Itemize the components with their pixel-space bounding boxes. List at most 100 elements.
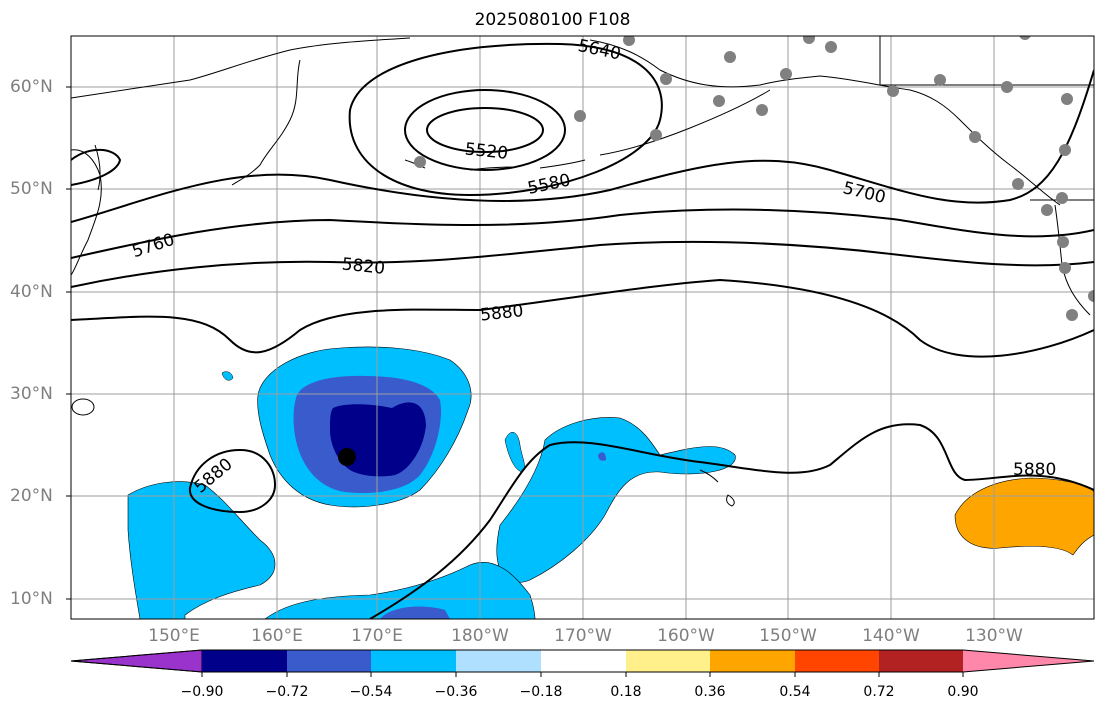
border-canada-alaska (879, 36, 1094, 86)
station-marker (1019, 36, 1031, 40)
coastline-north-america (1054, 204, 1091, 316)
map-frame (70, 35, 1095, 620)
contour-label-5520: 5520 (464, 139, 509, 163)
colorbar (70, 649, 1095, 677)
colorbar-bin (202, 650, 287, 672)
station-marker (414, 156, 426, 168)
height-contours (71, 42, 1094, 619)
anomaly-speck-central (504, 432, 525, 473)
colorbar-extend-max (963, 650, 1094, 672)
colorbar-label: 0.36 (694, 684, 726, 700)
colorbar-label: −0.18 (519, 684, 563, 700)
contour-label-5880-east: 5880 (1013, 460, 1056, 480)
station-marker (650, 129, 662, 141)
lat-label-20n: 20°N (10, 486, 53, 506)
colorbar-bin (371, 650, 456, 672)
station-marker (713, 95, 725, 107)
station-marker (780, 68, 792, 80)
station-marker (660, 73, 672, 85)
contour-5880-north (71, 278, 1094, 358)
lon-label-170e: 170°E (351, 626, 403, 646)
island-hawaii (699, 469, 735, 507)
storm-center-marker (338, 448, 356, 466)
island-midway (71, 398, 95, 416)
figure-title: 2025080100 F108 (474, 10, 631, 30)
lat-label-10n: 10°N (10, 589, 53, 609)
colorbar-bin (626, 650, 710, 672)
contour-label-5820: 5820 (341, 254, 386, 278)
contour-north-asia (71, 148, 122, 186)
station-marker (1057, 236, 1069, 248)
colorbar-label: −0.90 (180, 684, 224, 700)
colorbar-label: 0.72 (863, 684, 895, 700)
contour-label-5880-west: 5880 (191, 454, 237, 497)
station-marker (1088, 290, 1094, 302)
station-marker (756, 104, 768, 116)
lon-label-170w: 170°W (554, 626, 612, 646)
station-marker (825, 41, 837, 53)
coastline-sakhalin-japan (71, 144, 102, 276)
contour-label-5880-north: 5880 (479, 301, 524, 325)
coastline-aleutians (404, 89, 771, 171)
anomaly-patch-south (380, 606, 450, 619)
colorbar-label: 0.54 (779, 684, 811, 700)
contour-5580 (404, 89, 566, 171)
contour-label-5700: 5700 (841, 178, 888, 208)
colorbar-bin (456, 650, 541, 672)
contour-5820 (71, 240, 1094, 288)
lon-label-160e: 160°E (251, 626, 303, 646)
colorbar-extend-min (70, 649, 203, 673)
station-marker (803, 36, 815, 44)
contour-5640 (348, 42, 663, 197)
coastline-alaska (589, 39, 1061, 206)
lon-label-180w: 180°W (451, 626, 509, 646)
lat-label-40n: 40°N (10, 282, 53, 302)
contour-5700 (71, 69, 1094, 223)
colorbar-label: −0.36 (434, 684, 478, 700)
colorbar-label: −0.72 (265, 684, 309, 700)
lat-label-60n: 60°N (10, 77, 53, 97)
map-plot-area (71, 36, 1094, 619)
negative-anomaly-region-central (496, 417, 736, 583)
contour-5880-closed (188, 448, 277, 514)
station-markers (414, 36, 1094, 321)
station-marker (1001, 81, 1013, 93)
map-gridlines (71, 36, 1094, 619)
station-marker (1041, 204, 1053, 216)
station-marker (969, 131, 981, 143)
lon-label-130w: 130°W (965, 626, 1023, 646)
colorbar-label: 0.18 (610, 684, 642, 700)
positive-anomaly-region-east (954, 477, 1094, 556)
lon-label-150w: 150°W (759, 626, 817, 646)
lat-label-30n: 30°N (10, 384, 53, 404)
contour-label-5580: 5580 (526, 170, 572, 199)
station-marker (934, 74, 946, 86)
colorbar-bin (795, 650, 879, 672)
colorbar-bin (287, 650, 371, 672)
station-marker (574, 110, 586, 122)
colorbar-bin (879, 650, 963, 672)
anomaly-speck-east (598, 452, 606, 461)
lat-label-50n: 50°N (10, 179, 53, 199)
colorbar-bin (710, 650, 795, 672)
negative-anomaly-region-south (264, 562, 536, 619)
axis-ticks (66, 86, 71, 600)
lon-label-140w: 140°W (862, 626, 920, 646)
station-marker (1059, 144, 1071, 156)
station-marker (1056, 192, 1068, 204)
contour-label-5760: 5760 (130, 230, 177, 262)
station-marker (724, 51, 736, 63)
coastline-kamchatka (71, 37, 411, 186)
lon-label-160w: 160°W (657, 626, 715, 646)
negative-anomaly-region-west (127, 481, 276, 619)
colorbar-bin (541, 650, 626, 672)
contour-5760 (71, 208, 1094, 259)
colorbar-label: 0.90 (947, 684, 979, 700)
contour-5520 (426, 107, 544, 153)
lon-label-150e: 150°E (148, 626, 200, 646)
station-marker (1061, 93, 1073, 105)
station-marker (623, 36, 635, 46)
anomaly-speck-west (221, 371, 234, 381)
